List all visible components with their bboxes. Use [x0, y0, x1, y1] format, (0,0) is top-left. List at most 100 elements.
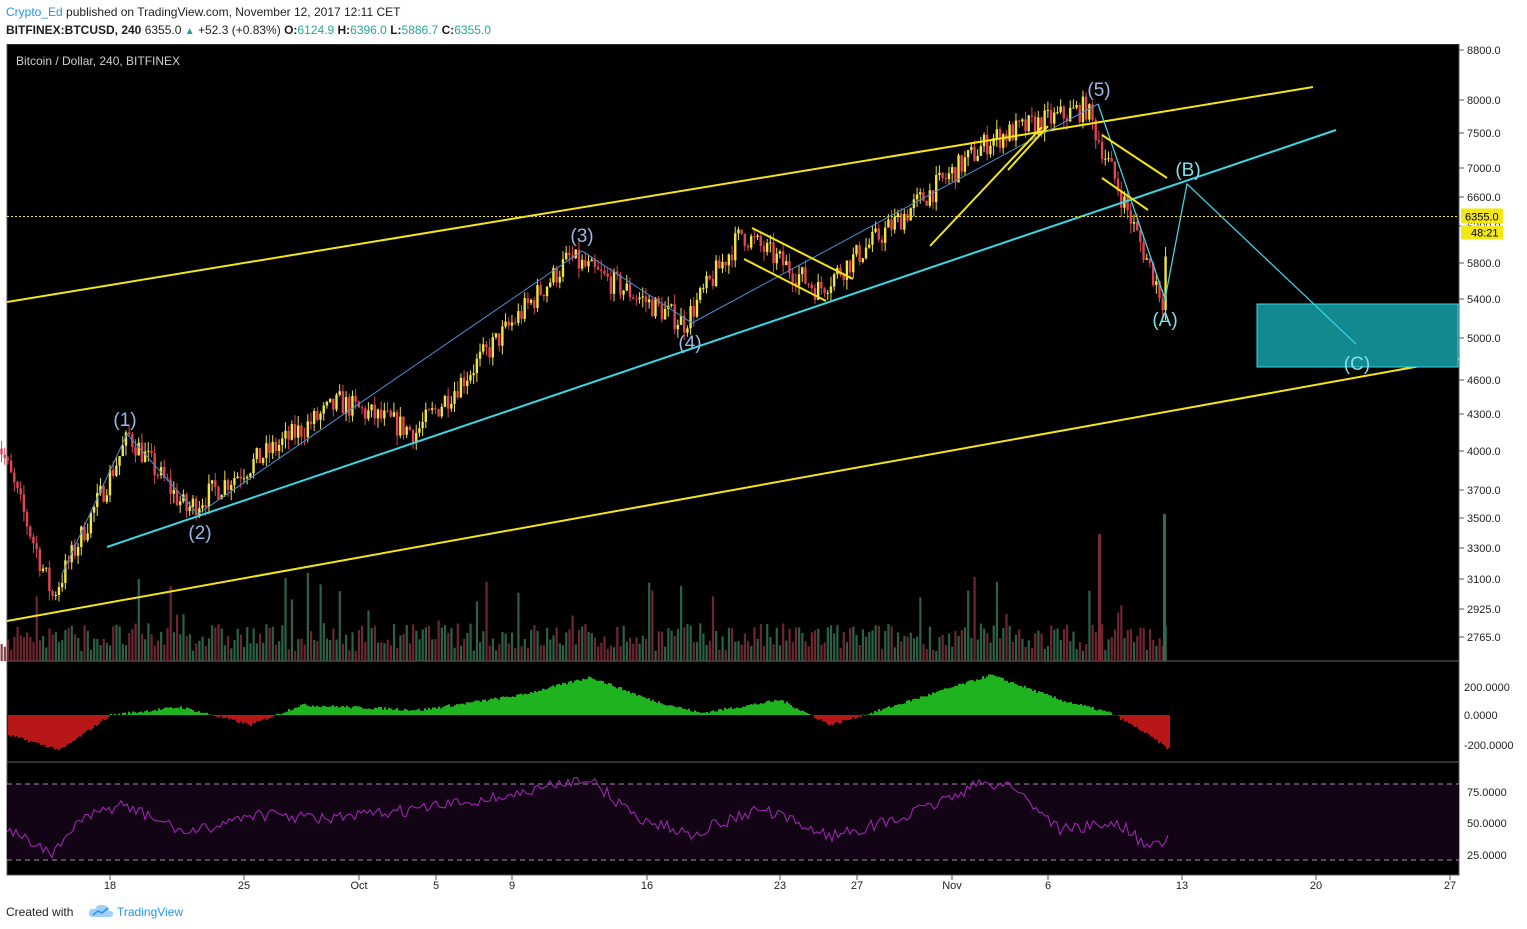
- macd-bar: [448, 704, 450, 715]
- candle-body: [695, 299, 699, 317]
- macd-bar: [884, 708, 886, 715]
- candle-body: [344, 397, 348, 414]
- candle-body: [319, 413, 322, 420]
- candle-body: [689, 306, 692, 329]
- macd-bar: [688, 708, 690, 715]
- macd-bar: [618, 687, 620, 715]
- candle-body: [785, 261, 788, 266]
- price-chart[interactable]: (1) (2) (3) (4) (5) (A) (B) (C) 8800.0 8000.0 750…: [0, 43, 1527, 899]
- rsi-tick-label: 25.0000: [1467, 850, 1507, 862]
- macd-bar: [1124, 715, 1126, 722]
- macd-bar: [526, 694, 528, 715]
- macd-bar: [532, 692, 534, 715]
- candle-body: [440, 406, 443, 417]
- candle-body: [364, 408, 367, 419]
- candle-body: [1104, 158, 1107, 160]
- volume-bar: [207, 638, 211, 661]
- rsi-tick-label: 75.0000: [1467, 787, 1507, 799]
- macd-bar: [1028, 687, 1030, 715]
- candle-body: [491, 337, 494, 358]
- candle-body: [274, 441, 278, 451]
- macd-bar: [1010, 681, 1012, 715]
- candle-body: [842, 274, 845, 280]
- candle-body: [794, 282, 798, 286]
- macd-bar: [446, 705, 448, 715]
- macd-bar: [548, 687, 550, 715]
- macd-bar: [856, 715, 858, 719]
- volume-bar: [734, 641, 737, 661]
- tradingview-link[interactable]: TradingView: [117, 905, 184, 919]
- macd-bar: [14, 715, 16, 737]
- author-link[interactable]: Crypto_Ed: [6, 5, 63, 19]
- volume-bar: [807, 646, 810, 661]
- macd-bar: [392, 709, 394, 715]
- macd-bar: [926, 696, 928, 715]
- candle-body: [740, 229, 743, 234]
- volume-bar: [459, 645, 463, 661]
- candle-body: [558, 276, 561, 283]
- macd-bar: [950, 687, 952, 715]
- candle-body: [1161, 298, 1164, 311]
- low-value: 5886.7: [401, 23, 439, 37]
- macd-bar: [1014, 683, 1016, 715]
- macd-bar: [420, 710, 422, 715]
- volume-bar: [916, 636, 919, 661]
- volume-bar: [191, 650, 195, 661]
- macd-bar: [714, 711, 716, 715]
- macd-bar: [400, 710, 402, 715]
- macd-bar: [1142, 715, 1144, 732]
- low-label: L:: [390, 23, 402, 37]
- macd-bar: [698, 712, 700, 715]
- candle-body: [600, 269, 603, 272]
- volume-bar: [303, 644, 306, 661]
- candle-body: [478, 351, 482, 359]
- volume-bar: [236, 628, 239, 661]
- macd-bar: [278, 713, 280, 715]
- macd-bar: [432, 707, 434, 715]
- macd-bar: [626, 691, 628, 715]
- macd-bar: [1100, 709, 1102, 715]
- volume-bar: [782, 623, 785, 661]
- candle-body: [858, 245, 861, 262]
- macd-bar: [1132, 715, 1134, 725]
- macd-bar: [976, 679, 978, 715]
- candle-body: [48, 567, 51, 592]
- price-tick-label: 5800.0: [1467, 258, 1501, 270]
- time-tick-label: Nov: [942, 880, 962, 892]
- macd-bar: [562, 682, 564, 715]
- macd-bar: [86, 715, 88, 731]
- macd-bar: [18, 715, 20, 738]
- macd-bar: [150, 711, 152, 715]
- macd-bar: [572, 682, 574, 715]
- candle-body: [166, 477, 169, 480]
- tradingview-cloud-icon: [88, 904, 114, 917]
- candle-body: [730, 254, 734, 261]
- candle-body: [35, 543, 38, 550]
- candle-body: [316, 410, 319, 420]
- macd-bar: [412, 710, 414, 715]
- macd-bar: [936, 691, 938, 715]
- candle-body: [147, 450, 150, 452]
- macd-bar: [876, 711, 878, 715]
- macd-bar: [910, 701, 912, 715]
- time-tick-label: 27: [851, 880, 863, 892]
- macd-bar: [82, 715, 84, 734]
- chart-area[interactable]: (1) (2) (3) (4) (5) (A) (B) (C) 8800.0 8000.0 750…: [0, 43, 1527, 899]
- macd-bar: [194, 711, 196, 715]
- candlesticks: [0, 90, 1167, 602]
- macd-bar: [360, 707, 362, 715]
- macd-bar: [206, 712, 208, 715]
- macd-bar: [592, 678, 594, 715]
- volume-bar: [313, 639, 316, 661]
- wedge-upper-line: [1007, 125, 1049, 171]
- macd-bar: [588, 676, 590, 715]
- candle-body: [931, 190, 935, 203]
- candle-body: [303, 436, 306, 438]
- volume-bar: [1142, 628, 1145, 661]
- candle-body: [915, 194, 919, 200]
- macd-bar: [1134, 715, 1136, 728]
- macd-bar: [148, 712, 150, 715]
- macd-bar: [896, 704, 898, 715]
- candle-body: [734, 233, 737, 261]
- candle-body: [124, 432, 128, 446]
